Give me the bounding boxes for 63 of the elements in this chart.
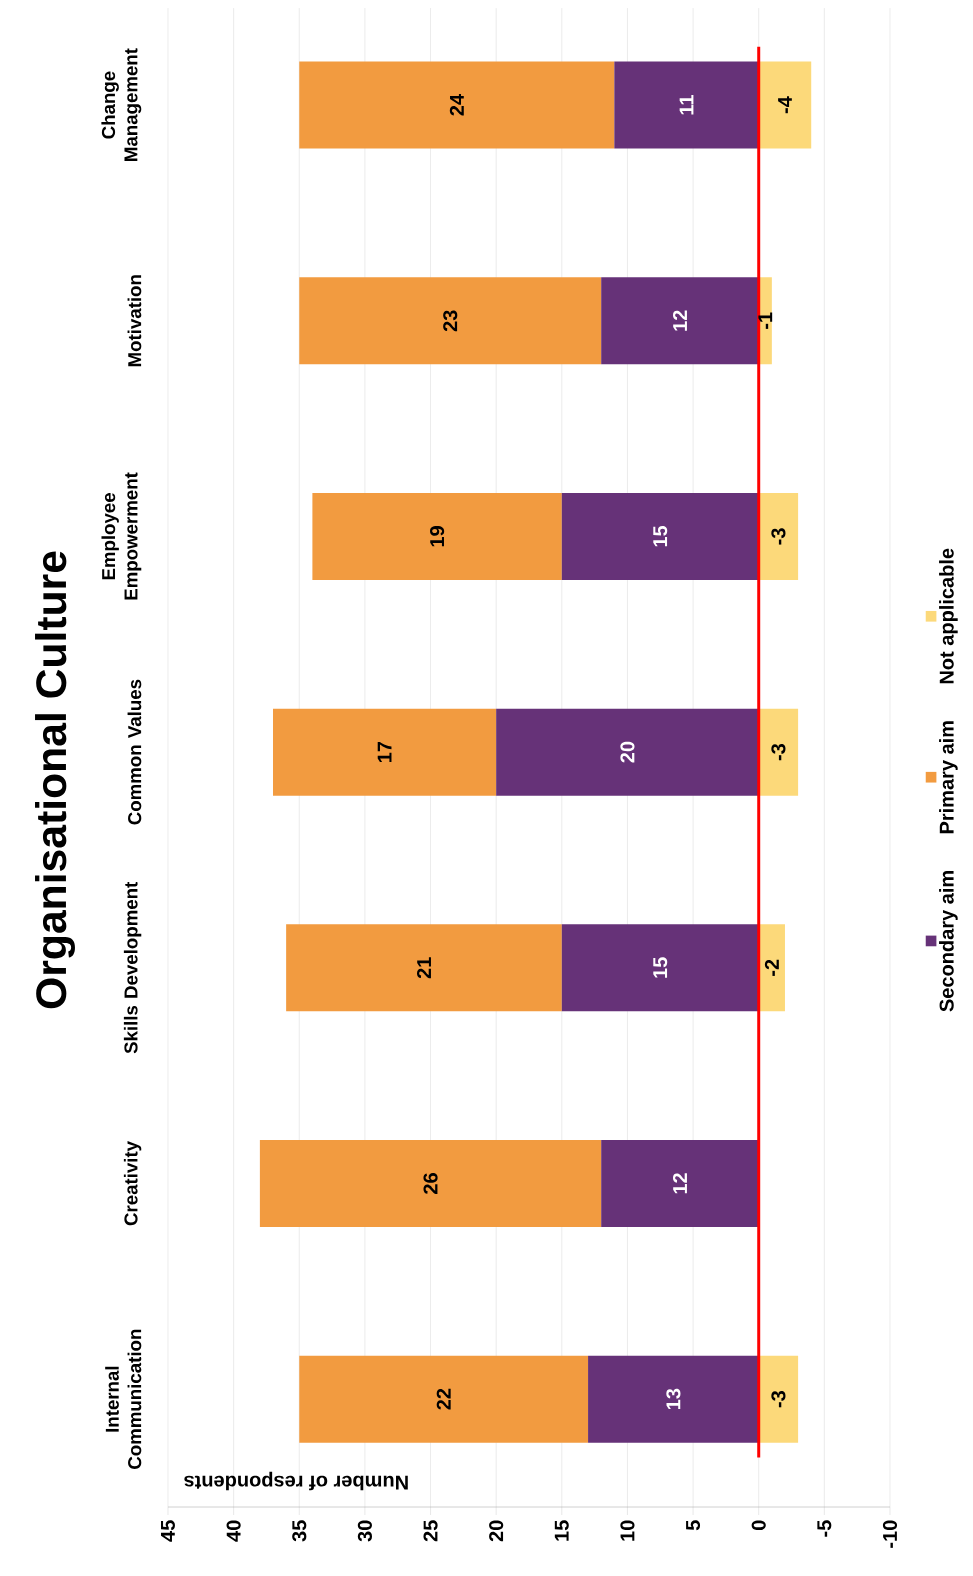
- y-tick-label: Employee Empowerment: [101, 472, 142, 600]
- bar: [299, 277, 602, 365]
- x-tick-label: 0: [751, 1520, 766, 1531]
- bar: [758, 1355, 799, 1443]
- bar: [259, 1139, 602, 1227]
- data-label: 15: [653, 525, 668, 547]
- x-axis-title: Number of respondents: [184, 1471, 408, 1491]
- bar: [561, 492, 759, 580]
- y-tick-label: Skills Development: [123, 881, 142, 1054]
- data-label: -4: [778, 96, 792, 114]
- bar: [496, 708, 759, 796]
- bar: [286, 924, 562, 1012]
- data-label: 17: [377, 741, 392, 762]
- x-tick-label: 35: [292, 1520, 307, 1542]
- data-label: 22: [436, 1388, 451, 1410]
- bar: [758, 708, 799, 796]
- bar: [758, 924, 785, 1012]
- x-tick-label: 20: [489, 1520, 504, 1542]
- bar: [601, 1139, 759, 1227]
- data-label: 12: [672, 310, 687, 331]
- x-tick-label: -10: [882, 1520, 898, 1548]
- data-label: 23: [443, 310, 458, 332]
- bar: [299, 61, 615, 149]
- bar: [273, 708, 497, 796]
- data-label: -3: [771, 528, 786, 545]
- bar: [299, 1355, 589, 1443]
- data-label: 20: [620, 741, 635, 763]
- data-label: 21: [416, 957, 431, 979]
- x-tick-label: -5: [817, 1520, 832, 1537]
- y-tick-label: Common Values: [127, 679, 142, 825]
- data-label: -1: [758, 312, 773, 329]
- data-label: 19: [430, 526, 445, 547]
- y-tick-label: Internal Communication: [105, 1329, 142, 1469]
- data-label: -2: [764, 959, 779, 976]
- x-tick-label: 40: [226, 1520, 241, 1542]
- x-tick-label: 30: [357, 1520, 372, 1542]
- x-tick-label: 10: [620, 1520, 635, 1541]
- y-tick-label: Creativity: [123, 1141, 142, 1226]
- bar: [614, 61, 759, 149]
- data-label: -3: [771, 743, 786, 761]
- legend-label: Not applicable: [939, 548, 958, 684]
- bar: [588, 1355, 759, 1443]
- bar: [758, 492, 799, 580]
- bar: [601, 277, 759, 365]
- data-label: 11: [679, 95, 694, 115]
- x-tick-label: 25: [423, 1520, 438, 1542]
- data-label: 13: [666, 1388, 681, 1410]
- y-tick-label: Motivation: [127, 275, 142, 367]
- legend-label: Primary aim: [939, 721, 958, 834]
- bar: [312, 492, 562, 580]
- text: Organisational Culture: [35, 551, 75, 1009]
- bar: [561, 924, 759, 1012]
- data-label: -3: [771, 1391, 786, 1408]
- data-label: 24: [449, 94, 464, 116]
- legend-label: Secondary aim: [939, 871, 958, 1012]
- x-tick-label: 45: [161, 1520, 175, 1542]
- bar: [758, 61, 812, 149]
- x-tick-label: 5: [686, 1520, 701, 1531]
- x-tick-label: 15: [554, 1520, 569, 1541]
- y-tick-label: Change Management: [101, 48, 142, 161]
- data-label: 15: [653, 957, 668, 978]
- data-label: 26: [423, 1173, 438, 1194]
- data-label: 12: [672, 1173, 687, 1194]
